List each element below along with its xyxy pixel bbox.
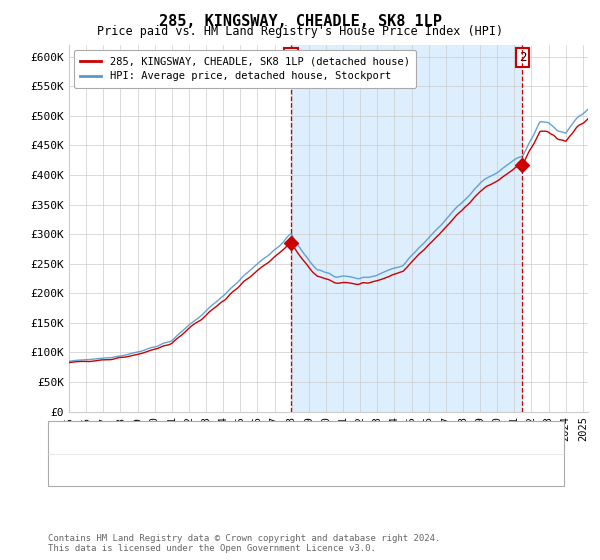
Text: 2: 2 — [518, 52, 526, 64]
Point — [518, 160, 527, 169]
Text: 21-JUN-2021: 21-JUN-2021 — [99, 460, 178, 474]
Text: 19-DEC-2007: 19-DEC-2007 — [99, 430, 178, 444]
Legend: 285, KINGSWAY, CHEADLE, SK8 1LP (detached house), HPI: Average price, detached h: 285, KINGSWAY, CHEADLE, SK8 1LP (detache… — [74, 50, 416, 88]
Text: Contains HM Land Registry data © Crown copyright and database right 2024.
This d: Contains HM Land Registry data © Crown c… — [48, 534, 440, 553]
Bar — [291, 45, 523, 412]
Text: 2: 2 — [59, 460, 67, 474]
Text: 4% ↓ HPI: 4% ↓ HPI — [360, 430, 417, 444]
Text: 285, KINGSWAY, CHEADLE, SK8 1LP: 285, KINGSWAY, CHEADLE, SK8 1LP — [158, 14, 442, 29]
Text: Price paid vs. HM Land Registry's House Price Index (HPI): Price paid vs. HM Land Registry's House … — [97, 25, 503, 38]
Text: £285,000: £285,000 — [249, 430, 306, 444]
Point — [286, 239, 296, 248]
Text: 1: 1 — [59, 430, 67, 444]
Text: 1: 1 — [287, 52, 295, 64]
Text: 3% ↓ HPI: 3% ↓ HPI — [360, 460, 417, 474]
Text: £417,500: £417,500 — [249, 460, 306, 474]
